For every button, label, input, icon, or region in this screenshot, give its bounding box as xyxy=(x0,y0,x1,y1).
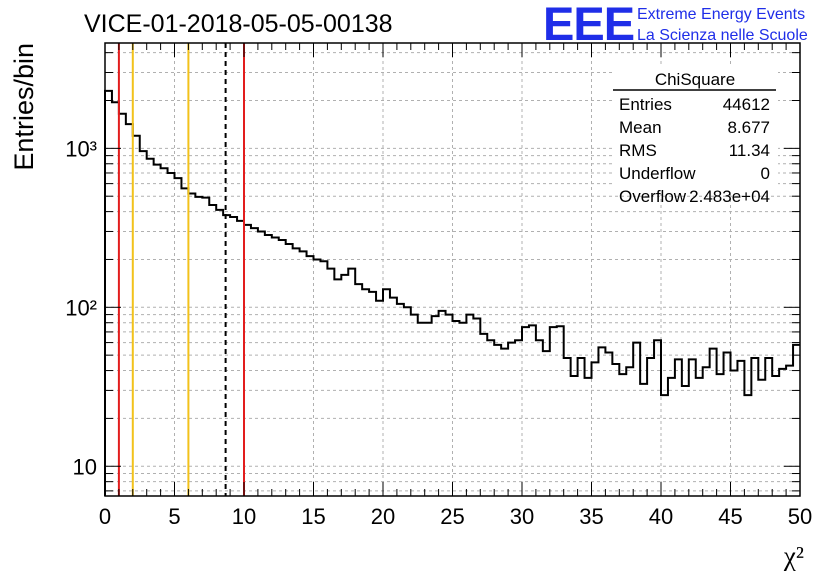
x-tick-label: 10 xyxy=(232,504,256,529)
x-tick-label: 20 xyxy=(371,504,395,529)
stats-label: Entries xyxy=(619,95,672,114)
x-tick-label: 25 xyxy=(440,504,464,529)
stats-value: 8.677 xyxy=(727,118,770,137)
stats-label: Underflow xyxy=(619,164,696,183)
chart-title: VICE-01-2018-05-05-00138 xyxy=(84,10,393,38)
x-axis-label: χ² xyxy=(783,541,804,571)
stats-label: Mean xyxy=(619,118,662,137)
y-tick-label: 10³ xyxy=(65,136,97,161)
x-tick-label: 0 xyxy=(99,504,111,529)
x-tick-label: 30 xyxy=(510,504,534,529)
histogram-steps xyxy=(104,89,800,496)
x-tick-label: 15 xyxy=(301,504,325,529)
y-axis-label: Entries/bin xyxy=(9,43,39,171)
x-tick-label: 5 xyxy=(168,504,180,529)
stats-box xyxy=(613,66,778,194)
y-tick-label: 10² xyxy=(65,295,97,320)
x-tick-label: 50 xyxy=(788,504,812,529)
x-tick-label: 45 xyxy=(718,504,742,529)
eee-logo: EEE xyxy=(543,0,635,50)
stats-value: 11.34 xyxy=(729,141,770,160)
y-tick-label: 10 xyxy=(73,454,97,479)
stats-name: ChiSquare xyxy=(655,70,735,89)
x-tick-label: 40 xyxy=(649,504,673,529)
stats-value: 2.483e+04 xyxy=(689,187,770,206)
stats-value: 44612 xyxy=(723,95,770,114)
logo-caption-line2: La Scienza nelle Scuole xyxy=(637,27,808,44)
stats-label: RMS xyxy=(619,141,657,160)
x-tick-label: 35 xyxy=(579,504,603,529)
logo-caption: Extreme Energy Events La Scienza nelle S… xyxy=(637,4,808,46)
stats-value: 0 xyxy=(761,164,770,183)
stats-label: Overflow xyxy=(619,187,687,206)
logo-caption-line1: Extreme Energy Events xyxy=(637,6,806,23)
